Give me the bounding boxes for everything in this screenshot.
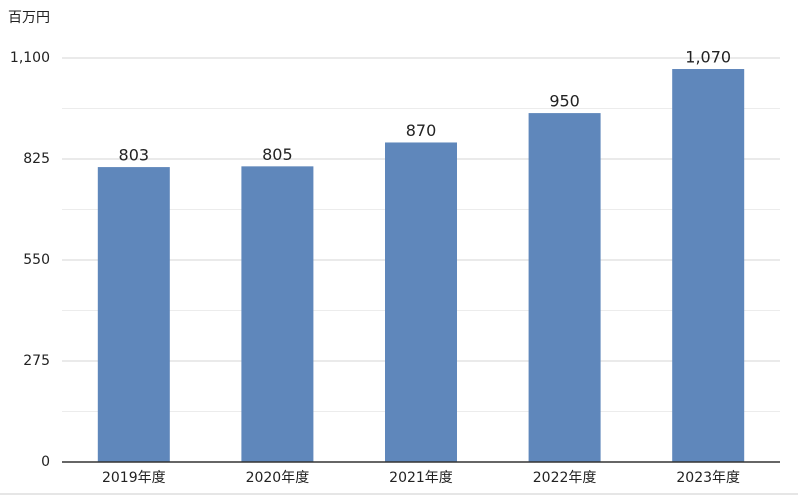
value-label: 870 [406,121,437,140]
x-tick-label: 2021年度 [389,470,453,486]
value-label: 805 [262,145,293,164]
value-label: 1,070 [685,48,731,67]
y-tick-label: 825 [23,151,50,167]
bar [241,166,314,462]
bar [97,167,170,462]
y-tick-label: 550 [23,252,50,268]
bar [385,142,457,463]
x-tick-label: 2020年度 [246,470,310,486]
bar [528,113,601,462]
unit-label: 百万円 [8,10,50,26]
bar [672,69,745,462]
value-label: 950 [549,92,580,111]
y-tick-label: 0 [41,454,50,470]
y-tick-label: 1,100 [10,50,50,66]
value-label: 803 [119,146,150,165]
x-tick-label: 2019年度 [102,470,166,486]
x-tick-label: 2023年度 [676,470,740,486]
y-tick-label: 275 [23,353,50,369]
x-tick-label: 2022年度 [533,470,597,486]
